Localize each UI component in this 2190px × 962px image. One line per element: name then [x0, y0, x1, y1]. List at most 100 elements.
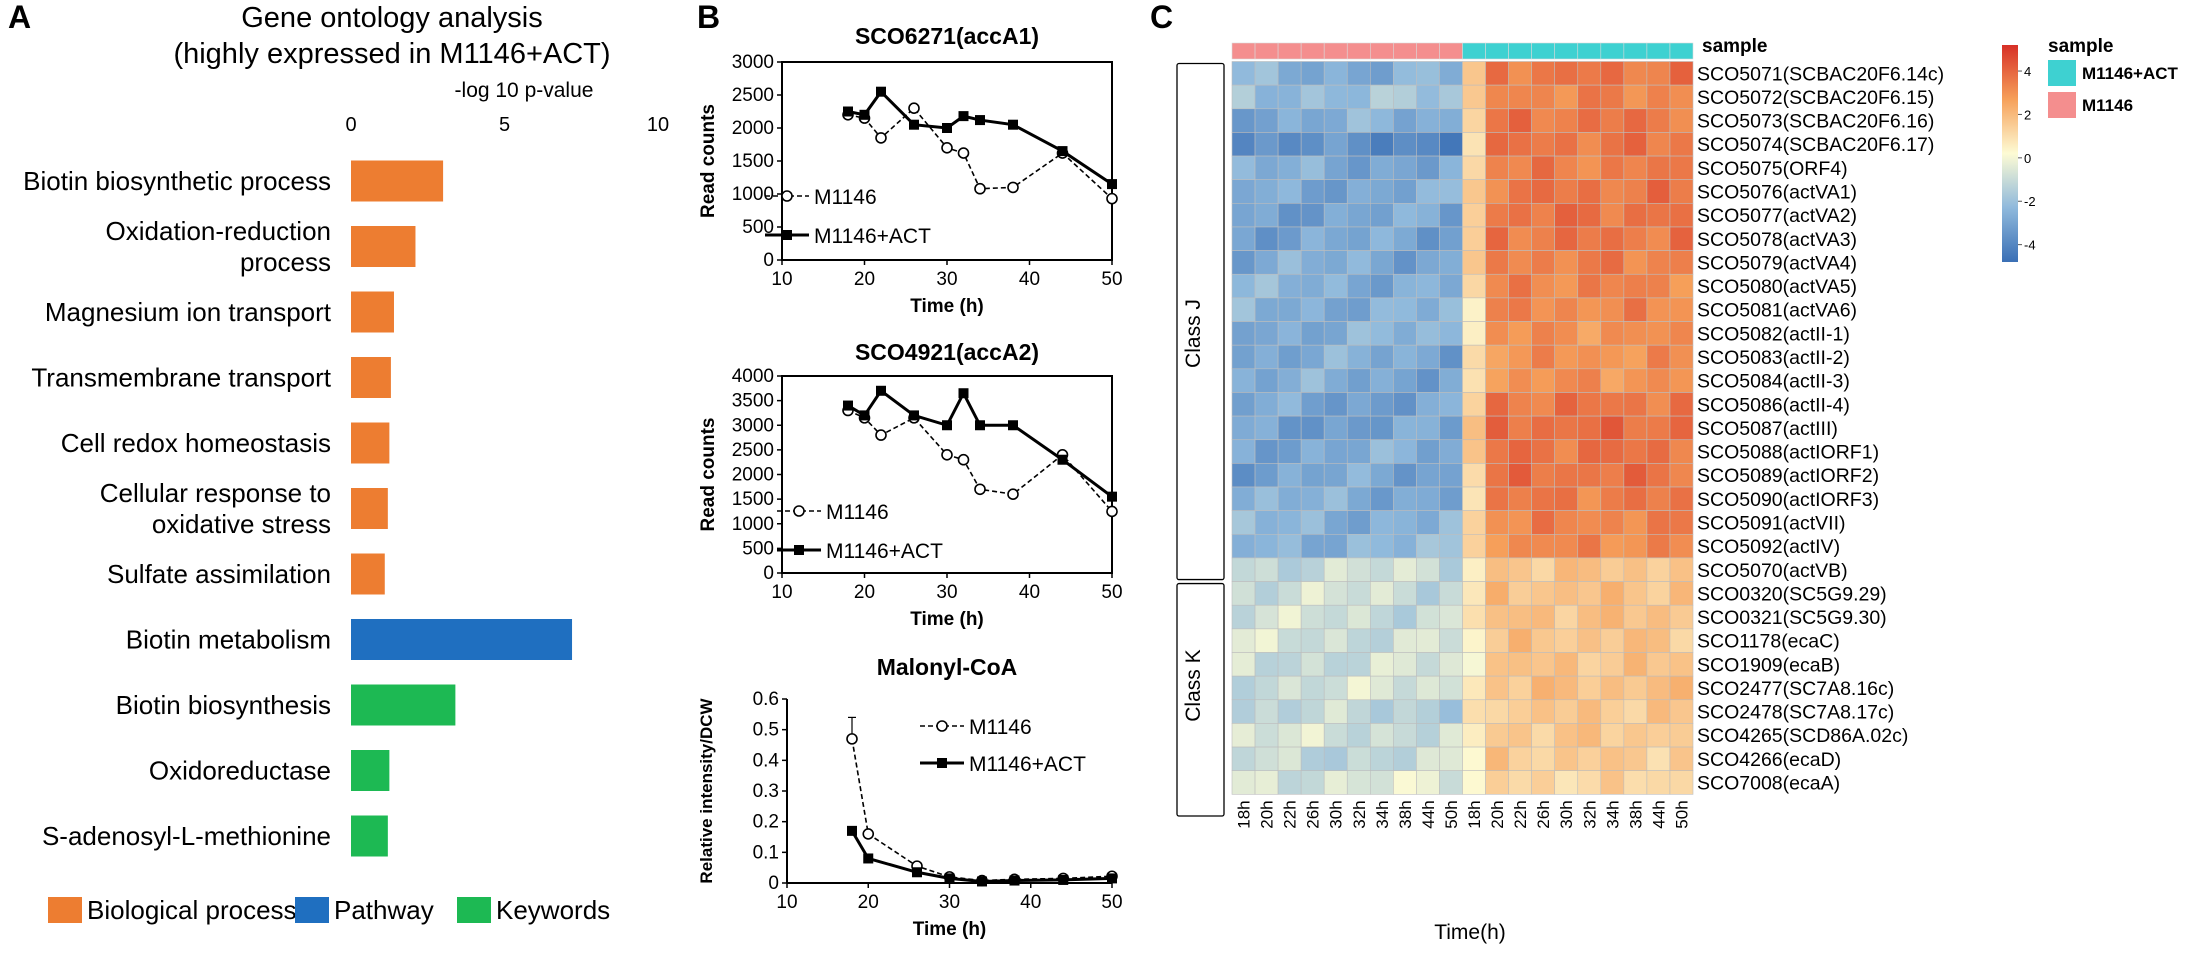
heatmap-cell-sco5087-actiii-m1146-act-26h — [1531, 415, 1556, 441]
heatmap-cell-sco5082-actii-1-m1146-50h — [1439, 321, 1463, 346]
heatmap-cell-sco5076-actva1-m1146-38h — [1393, 179, 1417, 204]
heatmap-cell-sco4266-ecad-m1146-22h — [1277, 746, 1302, 771]
heatmap-cell-sco5092-activ-m1146-act-32h — [1577, 533, 1602, 559]
heatmap-cell-sco5078-actva3-m1146-act-22h — [1508, 226, 1532, 251]
heatmap-cell-sco5091-actvii-m1146-act-38h — [1623, 510, 1648, 535]
heatmap-cell-sco5071-scbac20f6-14c-m1146-act-34h — [1600, 61, 1625, 86]
heatmap-cell-sco1909-ecab-m1146-act-22h — [1508, 652, 1532, 677]
heatmap-cell-sco0320-sc5g9-29-m1146-26h — [1300, 581, 1325, 606]
legend-label-m1146-act: M1146+ACT — [826, 540, 943, 563]
malonyl-coa-title: Malonyl-CoA — [877, 654, 1018, 680]
heatmap-cell-sco1909-ecab-m1146-act-44h — [1646, 652, 1671, 677]
gene-label-sco5083-actii-2: SCO5083(actII-2) — [1697, 347, 1850, 369]
heatmap-cell-sco5072-scbac20f6-15-m1146-act-38h — [1623, 84, 1648, 110]
heatmap-cell-sco5074-scbac20f6-17-m1146-act-50h — [1669, 132, 1694, 157]
heatmap-cell-sco4265-scd86a-02c-m1146-32h — [1346, 723, 1371, 748]
heatmap-cell-sco4265-scd86a-02c-m1146-act-44h — [1646, 723, 1671, 748]
heatmap-cell-sco5070-actvb-m1146-act-22h — [1508, 557, 1532, 582]
heatmap-cell-sco5074-scbac20f6-17-m1146-18h — [1231, 132, 1256, 157]
y-tick-2000: 2000 — [732, 465, 774, 486]
heatmap-cell-sco5081-actva6-m1146-act-32h — [1577, 297, 1602, 322]
heatmap-cell-sco4266-ecad-m1146-20h — [1254, 746, 1279, 771]
heatmap-cell-sco5076-actva1-m1146-act-20h — [1485, 179, 1509, 204]
y-tick-4000: 4000 — [732, 366, 774, 387]
heatmap-cell-sco5074-scbac20f6-17-m1146-50h — [1439, 132, 1463, 157]
heatmap-cell-sco2477-sc7a8-16c-m1146-act-44h — [1646, 675, 1671, 701]
heatmap-cell-sco5087-actiii-m1146-act-20h — [1485, 415, 1509, 441]
gene-label-sco4265-scd86a-02c: SCO4265(SCD86A.02c) — [1697, 725, 1908, 747]
heatmap-cell-sco5084-actii-3-m1146-act-26h — [1531, 368, 1556, 393]
sample-annotation-m1146-act-38h — [1623, 42, 1648, 60]
column-label-m1146-act-38h: 38h — [1626, 800, 1645, 828]
point-m1146-30 — [941, 142, 953, 154]
heatmap-cell-sco5072-scbac20f6-15-m1146-20h — [1254, 84, 1279, 110]
heatmap-cell-sco5083-actii-2-m1146-act-38h — [1623, 344, 1648, 370]
sample-annotation-m1146-act-22h — [1508, 42, 1532, 60]
heatmap-cell-sco4265-scd86a-02c-m1146-38h — [1393, 723, 1417, 748]
x-tick-10: 10 — [776, 892, 797, 913]
heatmap-cell-sco5090-actiorf3-m1146-act-30h — [1554, 486, 1579, 511]
heatmap-cell-sco5078-actva3-m1146-act-26h — [1531, 226, 1556, 251]
heatmap-cell-sco1909-ecab-m1146-34h — [1370, 652, 1394, 677]
bar-magnesium-ion-transport — [351, 291, 394, 333]
y-tick-3000: 3000 — [732, 52, 774, 73]
heatmap-cell-sco7008-ecaa-m1146-50h — [1439, 770, 1463, 795]
heatmap-cell-sco5076-actva1-m1146-act-22h — [1508, 179, 1532, 204]
heatmap-cell-sco5091-actvii-m1146-22h — [1277, 510, 1302, 535]
point-m1146-act-32 — [958, 388, 969, 399]
sample-annotation-m1146-20h — [1254, 42, 1279, 60]
heatmap-cell-sco1178-ecac-m1146-act-32h — [1577, 628, 1602, 653]
heatmap-cell-sco5070-actvb-m1146-act-38h — [1623, 557, 1648, 582]
heatmap-cell-sco5092-activ-m1146-act-34h — [1600, 533, 1625, 559]
heatmap-cell-sco4265-scd86a-02c-m1146-20h — [1254, 723, 1279, 748]
heatmap-cell-sco5084-actii-3-m1146-act-50h — [1669, 368, 1694, 393]
heatmap-cell-sco5090-actiorf3-m1146-act-38h — [1623, 486, 1648, 511]
point-m1146-act-20 — [863, 853, 874, 864]
heatmap-cell-sco0320-sc5g9-29-m1146-act-22h — [1508, 581, 1532, 606]
heatmap-cell-sco5072-scbac20f6-15-m1146-act-30h — [1554, 84, 1579, 110]
y-axis-title: Read counts — [698, 104, 719, 218]
heatmap-cell-sco2477-sc7a8-16c-m1146-20h — [1254, 675, 1279, 701]
heatmap-cell-sco5070-actvb-m1146-38h — [1393, 557, 1417, 582]
sample-annotation-m1146-50h — [1439, 42, 1463, 60]
heatmap-cell-sco5092-activ-m1146-act-38h — [1623, 533, 1648, 559]
heatmap-cell-sco4266-ecad-m1146-act-18h — [1462, 746, 1486, 771]
heatmap-cell-sco0321-sc5g9-30-m1146-act-22h — [1508, 604, 1532, 630]
heatmap-cell-sco1178-ecac-m1146-32h — [1346, 628, 1371, 653]
heatmap-cell-sco5073-scbac20f6-16-m1146-18h — [1231, 108, 1256, 133]
heatmap-cell-sco2477-sc7a8-16c-m1146-18h — [1231, 675, 1256, 701]
heatmap-cell-sco2478-sc7a8-17c-m1146-34h — [1370, 699, 1394, 724]
bar-oxidation-reduction-process — [351, 226, 416, 267]
heatmap-cell-sco1909-ecab-m1146-38h — [1393, 652, 1417, 677]
y-tick-2500: 2500 — [732, 440, 774, 461]
heatmap-cell-sco5091-actvii-m1146-act-50h — [1669, 510, 1694, 535]
heatmap-cell-sco5071-scbac20f6-14c-m1146-act-38h — [1623, 61, 1648, 86]
gene-label-sco4266-ecad: SCO4266(ecaD) — [1697, 749, 1841, 771]
heatmap-cell-sco5082-actii-1-m1146-act-22h — [1508, 321, 1532, 346]
heatmap-cell-sco1909-ecab-m1146-50h — [1439, 652, 1463, 677]
heatmap-cell-sco4265-scd86a-02c-m1146-act-38h — [1623, 723, 1648, 748]
legend-marker-m1146-act — [937, 758, 947, 768]
heatmap-cell-sco5081-actva6-m1146-26h — [1300, 297, 1325, 322]
heatmap-cell-sco5084-actii-3-m1146-34h — [1370, 368, 1394, 393]
x-tick-30: 30 — [936, 269, 957, 290]
heatmap-cell-sco5086-actii-4-m1146-act-26h — [1531, 392, 1556, 417]
gene-label-sco5072-scbac20f6-15: SCO5072(SCBAC20F6.15) — [1697, 87, 1934, 109]
heatmap-cell-sco1909-ecab-m1146-18h — [1231, 652, 1256, 677]
heatmap-cell-sco2478-sc7a8-17c-m1146-26h — [1300, 699, 1325, 724]
heatmap-cell-sco5090-actiorf3-m1146-30h — [1323, 486, 1348, 511]
heatmap-cell-sco5082-actii-1-m1146-38h — [1393, 321, 1417, 346]
heatmap-cell-sco5079-actva4-m1146-38h — [1393, 250, 1417, 275]
heatmap-cell-sco5080-actva5-m1146-act-26h — [1531, 273, 1556, 299]
heatmap-cell-sco5081-actva6-m1146-32h — [1346, 297, 1371, 322]
heatmap-cell-sco5092-activ-m1146-34h — [1370, 533, 1394, 559]
heatmap-cell-sco5082-actii-1-m1146-20h — [1254, 321, 1279, 346]
heatmap-cell-sco5075-orf4-m1146-act-20h — [1485, 155, 1509, 180]
heatmap-cell-sco5076-actva1-m1146-18h — [1231, 179, 1256, 204]
heatmap-cell-sco2478-sc7a8-17c-m1146-act-32h — [1577, 699, 1602, 724]
heatmap-cell-sco5071-scbac20f6-14c-m1146-22h — [1277, 61, 1302, 86]
heatmap-cell-sco2478-sc7a8-17c-m1146-38h — [1393, 699, 1417, 724]
sample-legend-label-m1146-act: M1146+ACT — [2082, 64, 2179, 83]
point-m1146-act-50 — [1107, 179, 1117, 190]
heatmap-cell-sco5087-actiii-m1146-act-34h — [1600, 415, 1625, 441]
